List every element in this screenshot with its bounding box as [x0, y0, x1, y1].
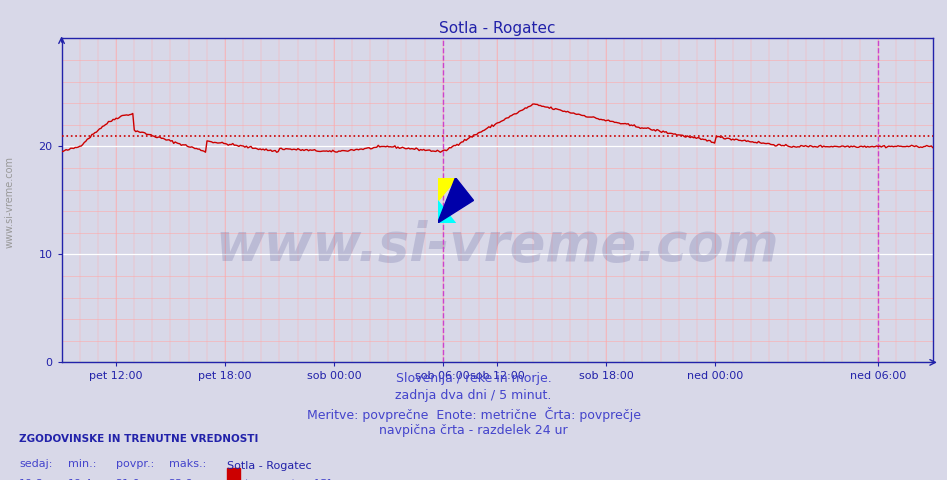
Text: Sotla - Rogatec: Sotla - Rogatec	[227, 461, 312, 471]
Text: www.si-vreme.com: www.si-vreme.com	[5, 156, 14, 248]
Text: www.si-vreme.com: www.si-vreme.com	[215, 220, 779, 272]
Text: 23,9: 23,9	[169, 479, 193, 480]
Text: zadnja dva dni / 5 minut.: zadnja dva dni / 5 minut.	[395, 389, 552, 402]
Text: maks.:: maks.:	[169, 459, 205, 469]
Text: min.:: min.:	[68, 459, 97, 469]
Text: navpična črta - razdelek 24 ur: navpična črta - razdelek 24 ur	[379, 424, 568, 437]
Polygon shape	[438, 201, 456, 223]
Title: Sotla - Rogatec: Sotla - Rogatec	[438, 21, 556, 36]
Text: 19,4: 19,4	[68, 479, 93, 480]
Polygon shape	[438, 178, 456, 201]
Text: 21,0: 21,0	[116, 479, 140, 480]
Text: Slovenija / reke in morje.: Slovenija / reke in morje.	[396, 372, 551, 385]
Text: ZGODOVINSKE IN TRENUTNE VREDNOSTI: ZGODOVINSKE IN TRENUTNE VREDNOSTI	[19, 434, 259, 444]
Text: sedaj:: sedaj:	[19, 459, 52, 469]
Text: 19,8: 19,8	[19, 479, 44, 480]
Text: temperatura[C]: temperatura[C]	[244, 479, 331, 480]
Text: Meritve: povprečne  Enote: metrične  Črta: povprečje: Meritve: povprečne Enote: metrične Črta:…	[307, 407, 640, 421]
Text: povpr.:: povpr.:	[116, 459, 153, 469]
Polygon shape	[438, 178, 474, 223]
